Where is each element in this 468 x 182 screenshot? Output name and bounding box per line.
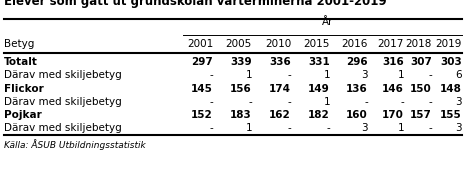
Text: Pojkar: Pojkar (4, 110, 42, 120)
Text: 145: 145 (191, 84, 213, 94)
Text: Källa: ÅSUB Utbildningsstatistik: Källa: ÅSUB Utbildningsstatistik (4, 139, 146, 150)
Text: 1: 1 (245, 123, 252, 133)
Text: 149: 149 (308, 84, 330, 94)
Text: 182: 182 (308, 110, 330, 120)
Text: 152: 152 (191, 110, 213, 120)
Text: 303: 303 (440, 57, 462, 67)
Text: 3: 3 (361, 70, 368, 80)
Text: 160: 160 (346, 110, 368, 120)
Text: 316: 316 (382, 57, 404, 67)
Text: 2010: 2010 (265, 39, 291, 49)
Text: År: År (322, 17, 334, 27)
Text: 6: 6 (455, 70, 462, 80)
Text: -: - (209, 97, 213, 107)
Text: -: - (287, 70, 291, 80)
Text: 307: 307 (410, 57, 432, 67)
Text: 2015: 2015 (304, 39, 330, 49)
Text: -: - (248, 97, 252, 107)
Text: -: - (209, 123, 213, 133)
Text: -: - (326, 123, 330, 133)
Text: 162: 162 (269, 110, 291, 120)
Text: -: - (428, 70, 432, 80)
Text: Därav med skiljebetyg: Därav med skiljebetyg (4, 123, 122, 133)
Text: -: - (400, 97, 404, 107)
Text: 1: 1 (397, 70, 404, 80)
Text: 3: 3 (455, 123, 462, 133)
Text: -: - (428, 123, 432, 133)
Text: -: - (287, 97, 291, 107)
Text: 336: 336 (269, 57, 291, 67)
Text: 2017: 2017 (378, 39, 404, 49)
Text: 331: 331 (308, 57, 330, 67)
Text: 146: 146 (382, 84, 404, 94)
Text: Därav med skiljebetyg: Därav med skiljebetyg (4, 70, 122, 80)
Text: 3: 3 (455, 97, 462, 107)
Text: 2019: 2019 (436, 39, 462, 49)
Text: 170: 170 (382, 110, 404, 120)
Text: 3: 3 (361, 123, 368, 133)
Text: 150: 150 (410, 84, 432, 94)
Text: 2005: 2005 (226, 39, 252, 49)
Text: 2016: 2016 (342, 39, 368, 49)
Text: 297: 297 (191, 57, 213, 67)
Text: 136: 136 (346, 84, 368, 94)
Text: Betyg: Betyg (4, 39, 34, 49)
Text: -: - (287, 123, 291, 133)
Text: 339: 339 (230, 57, 252, 67)
Text: 1: 1 (397, 123, 404, 133)
Text: 1: 1 (323, 97, 330, 107)
Text: 183: 183 (230, 110, 252, 120)
Text: 1: 1 (245, 70, 252, 80)
Text: -: - (428, 97, 432, 107)
Text: 296: 296 (346, 57, 368, 67)
Text: Flickor: Flickor (4, 84, 44, 94)
Text: 2018: 2018 (406, 39, 432, 49)
Text: Totalt: Totalt (4, 57, 38, 67)
Text: 148: 148 (440, 84, 462, 94)
Text: 174: 174 (269, 84, 291, 94)
Text: -: - (364, 97, 368, 107)
Text: -: - (209, 70, 213, 80)
Text: 2001: 2001 (187, 39, 213, 49)
Text: Elever som gått ut grundskolan vårterminerna 2001-2019: Elever som gått ut grundskolan vårtermin… (4, 0, 387, 8)
Text: 155: 155 (440, 110, 462, 120)
Text: 1: 1 (323, 70, 330, 80)
Text: 157: 157 (410, 110, 432, 120)
Text: 156: 156 (230, 84, 252, 94)
Text: Därav med skiljebetyg: Därav med skiljebetyg (4, 97, 122, 107)
